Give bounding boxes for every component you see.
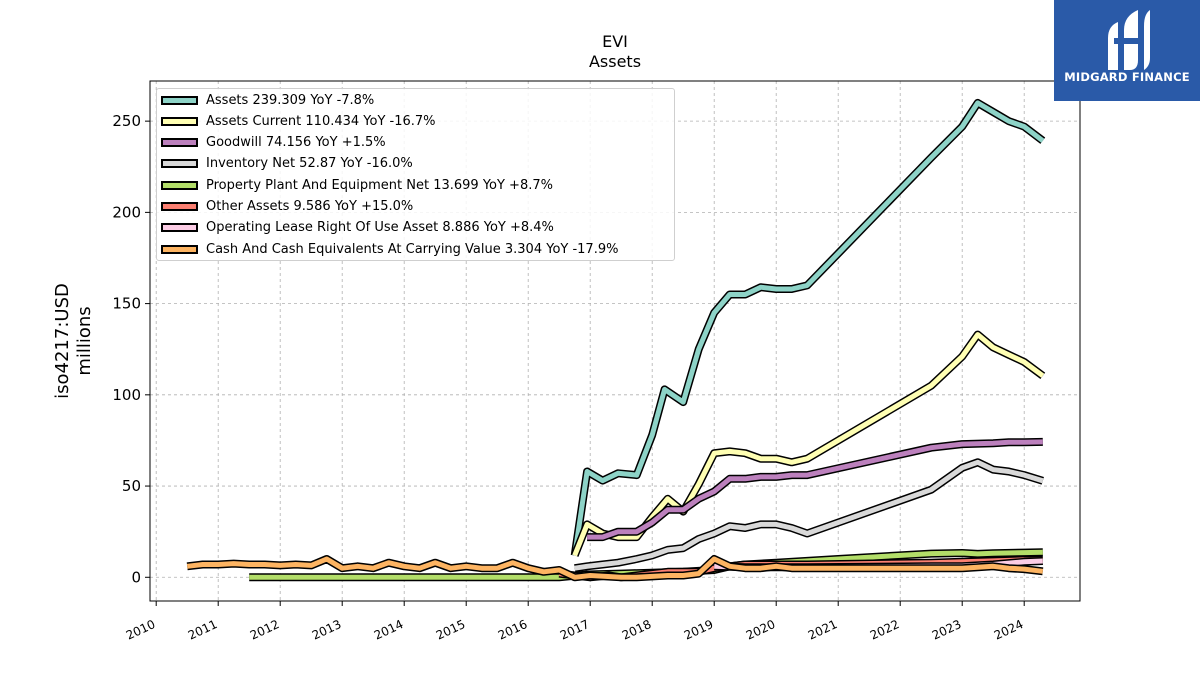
legend-label: Assets Current 110.434 YoY -16.7% xyxy=(206,113,436,129)
x-tick-label: 2020 xyxy=(744,617,778,643)
legend-label: Assets 239.309 YoY -7.8% xyxy=(206,92,375,108)
series-1 xyxy=(570,330,1046,557)
y-tick-label: 200 xyxy=(112,203,141,221)
legend-item: Goodwill 74.156 YoY +1.5% xyxy=(161,133,386,153)
legend-item: Assets 239.309 YoY -7.8% xyxy=(161,90,374,110)
legend-item: Operating Lease Right Of Use Asset 8.886… xyxy=(161,218,554,238)
y-tick-label: 150 xyxy=(112,295,141,313)
series-line xyxy=(587,439,1043,540)
legend-swatch xyxy=(161,138,198,148)
series-layer xyxy=(186,98,1046,582)
series-line xyxy=(186,556,1044,580)
legend-label: Goodwill 74.156 YoY +1.5% xyxy=(206,135,386,151)
legend-label: Other Assets 9.586 YoY +15.0% xyxy=(206,199,414,214)
y-tick-label: 250 xyxy=(112,112,141,130)
series-line xyxy=(572,100,1045,556)
y-axis-label-line2: millions xyxy=(74,306,95,375)
x-tick-label: 2014 xyxy=(372,617,406,643)
plot-frame xyxy=(149,80,1081,602)
x-tick-label: 2021 xyxy=(806,617,840,643)
y-axis-label-line1: iso4217:USD xyxy=(52,283,73,399)
y-tick-label: 100 xyxy=(112,386,141,404)
legend-swatch xyxy=(161,223,198,233)
x-tick-label: 2013 xyxy=(310,617,344,643)
legend-swatch xyxy=(161,244,198,254)
legend-label: Operating Lease Right Of Use Asset 8.886… xyxy=(206,220,554,236)
series-2 xyxy=(587,437,1043,542)
series-line xyxy=(574,459,1044,571)
series-line xyxy=(572,332,1045,557)
legend-swatch xyxy=(161,95,198,105)
series-7 xyxy=(186,555,1044,582)
legend-swatch xyxy=(161,202,198,211)
legend-swatch xyxy=(161,180,198,190)
x-tick-label: 2022 xyxy=(868,617,902,643)
legend-label: Inventory Net 52.87 YoY -16.0% xyxy=(206,156,413,172)
x-tick-label: 2016 xyxy=(496,617,530,643)
x-tick-label: 2024 xyxy=(992,617,1026,643)
chart-subtitle: Assets xyxy=(588,52,642,71)
legend-item: Property Plant And Equipment Net 13.699 … xyxy=(161,175,553,195)
x-tick-label: 2019 xyxy=(682,617,716,643)
legend-label: Property Plant And Equipment Net 13.699 … xyxy=(206,177,553,193)
legend-item: Cash And Cash Equivalents At Carrying Va… xyxy=(161,239,618,259)
legend-swatch xyxy=(161,159,198,169)
y-tick-label: 0 xyxy=(131,568,141,586)
legend: Assets 239.309 YoY -7.8% Assets Current 1… xyxy=(156,88,675,261)
legend-item: Inventory Net 52.87 YoY -16.0% xyxy=(161,154,413,174)
x-tick-label: 2018 xyxy=(620,617,654,643)
series-0 xyxy=(570,98,1046,556)
chart-title: EVI xyxy=(602,32,628,51)
legend-swatch xyxy=(161,116,198,126)
x-tick-label: 2017 xyxy=(558,617,592,643)
midgard-finance-logo: MIDGARD FINANCE xyxy=(1054,0,1200,101)
legend-label: Cash And Cash Equivalents At Carrying Va… xyxy=(206,241,619,257)
x-tick-label: 2010 xyxy=(124,617,158,643)
y-tick-label: 50 xyxy=(122,477,141,495)
x-tick-label: 2023 xyxy=(930,617,964,643)
legend-item: Assets Current 110.434 YoY -16.7% xyxy=(161,111,436,131)
x-tick-label: 2011 xyxy=(186,617,220,643)
series-3 xyxy=(574,458,1044,573)
x-tick-label: 2015 xyxy=(434,617,468,643)
x-tick-label: 2012 xyxy=(248,617,282,643)
logo-text: MIDGARD FINANCE xyxy=(1064,70,1190,84)
midgard-logo-icon xyxy=(1108,10,1150,70)
legend-item: Other Assets 9.586 YoY +15.0% xyxy=(161,197,413,217)
